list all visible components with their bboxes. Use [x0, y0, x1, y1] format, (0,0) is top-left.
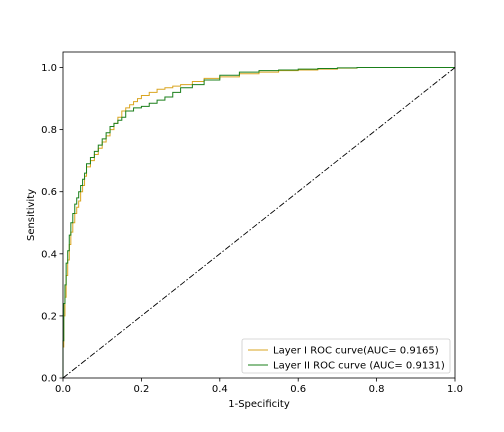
y-tick-label: 0.8: [41, 125, 57, 136]
chance-diagonal-line: [62, 67, 456, 379]
x-tick-label: 0.4: [212, 384, 228, 395]
series-layer: [62, 67, 456, 379]
x-tick-label: 0.8: [369, 384, 385, 395]
axes-frame: [62, 51, 456, 379]
y-axis-title: Sensitivity: [26, 189, 37, 241]
y-tick-label: 0.0: [41, 374, 57, 385]
x-tick-label: 1.0: [447, 384, 463, 395]
legend: Layer I ROC curve(AUC= 0.9165) Layer II …: [241, 338, 451, 374]
x-tick-label: 0.0: [55, 384, 71, 395]
legend-label-layer-i: Layer I ROC curve(AUC= 0.9165): [273, 346, 439, 357]
x-tick-label: 0.2: [133, 384, 149, 395]
y-tick-label: 0.6: [41, 187, 57, 198]
x-axis-ticks: 0.0 0.2 0.4 0.6 0.8 1.0: [55, 378, 463, 395]
y-axis-ticks: 0.0 0.2 0.4 0.6 0.8 1.0: [41, 63, 63, 385]
y-tick-label: 0.4: [41, 249, 57, 260]
legend-box: [241, 338, 451, 374]
plot-area: 0.0 0.2 0.4 0.6 0.8 1.0 0.0 0.2 0.4 0.6 0.8 1.0: [41, 51, 463, 395]
legend-label-layer-ii: Layer II ROC curve (AUC= 0.9131): [273, 361, 445, 372]
series-line-1: [62, 67, 455, 378]
y-tick-label: 1.0: [41, 63, 57, 74]
y-tick-label: 0.2: [41, 311, 57, 322]
x-axis-title: 1-Specificity: [228, 399, 290, 410]
x-tick-label: 0.6: [290, 384, 306, 395]
